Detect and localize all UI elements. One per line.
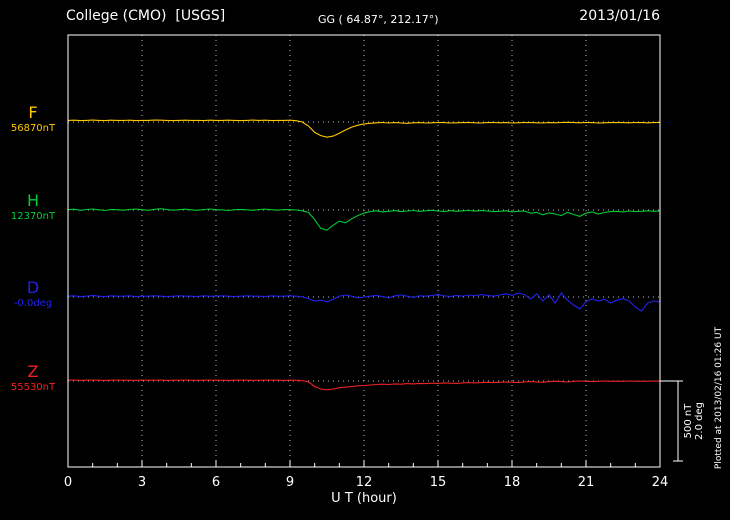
trace-H <box>67 208 661 231</box>
trace-letter-D: D <box>26 278 40 297</box>
trace-Z <box>67 379 661 391</box>
scale-bar-label: 500 nT <box>683 403 694 439</box>
x-tick-label: 9 <box>286 475 294 490</box>
plot-date: 2013/01/16 <box>579 8 660 24</box>
x-tick-label: 24 <box>652 475 669 490</box>
trace-baseline-value-Z: 55530nT <box>10 382 56 393</box>
trace-letter-F: F <box>28 103 38 122</box>
x-tick-label: 12 <box>356 475 373 490</box>
trace-baseline-value-H: 12370nT <box>10 211 56 222</box>
x-tick-label: 3 <box>138 475 146 490</box>
scale-bar-label: 2.0 deg <box>694 402 705 440</box>
trace-baseline-value-F: 56870nT <box>10 123 56 134</box>
x-axis-title: U T (hour) <box>331 491 397 506</box>
trace-label-F: F 56870nT <box>4 104 62 135</box>
trace-letter-Z: Z <box>27 362 39 381</box>
trace-baseline-value-D: -0.0deg <box>13 298 53 309</box>
plotted-at-note: Plotted at 2013/02/16 01:26 UT <box>714 326 724 469</box>
x-tick-label: 6 <box>212 475 220 490</box>
trace-label-D: D -0.0deg <box>4 279 62 310</box>
x-tick-label: 18 <box>504 475 521 490</box>
x-tick-label: 21 <box>578 475 595 490</box>
trace-letter-H: H <box>26 191 40 210</box>
x-tick-label: 0 <box>64 475 72 490</box>
station-title: College (CMO) [USGS] <box>66 8 226 24</box>
x-tick-label: 15 <box>430 475 447 490</box>
trace-label-H: H 12370nT <box>4 192 62 223</box>
trace-D <box>67 292 661 312</box>
trace-label-Z: Z 55530nT <box>4 363 62 394</box>
trace-F <box>67 119 661 138</box>
geographic-coords: GG ( 64.87°, 212.17°) <box>318 13 439 26</box>
